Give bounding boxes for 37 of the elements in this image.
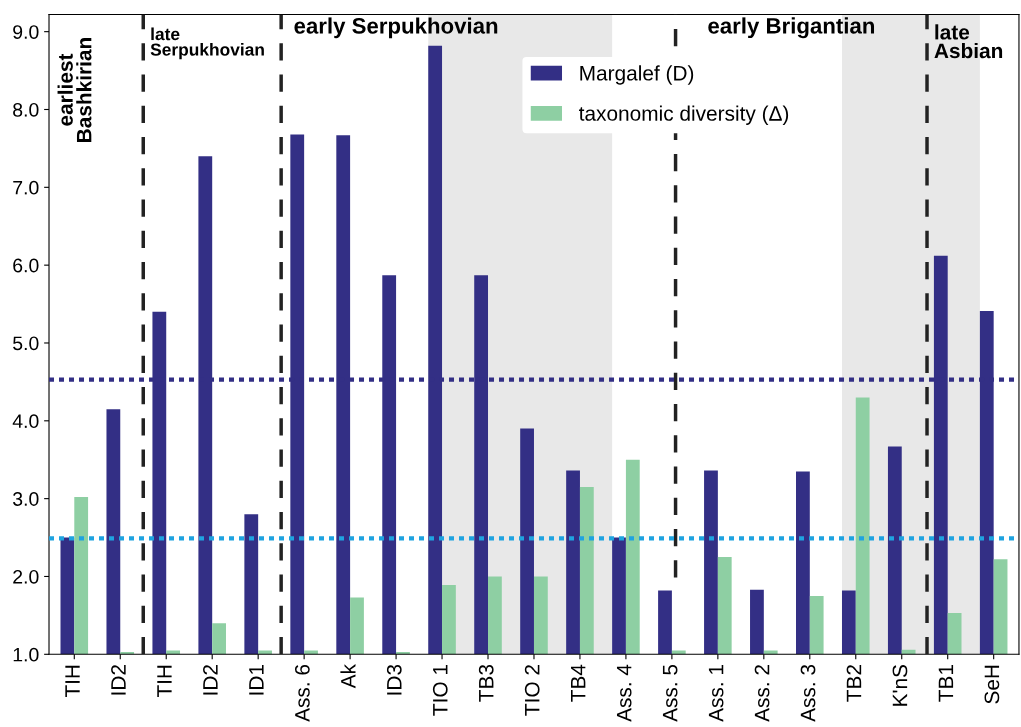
x-tick-label: TIH — [157, 665, 172, 698]
x-tick-label: ID1 — [249, 665, 264, 695]
annotation: early Serpukhovian — [294, 17, 498, 39]
x-tick-label: Ass. 6 — [294, 664, 310, 722]
x-tick-label: ID2 — [203, 665, 218, 695]
x-tick-label: ID3 — [386, 664, 402, 695]
legend-label: taxonomic diversity (Δ) — [578, 105, 789, 125]
x-tick-label: Ak — [340, 663, 356, 689]
x-tick-label: TB3 — [478, 664, 494, 702]
x-tick-label: Ass. 1 — [708, 665, 724, 722]
y-tick-label: 5.0 — [13, 336, 39, 351]
annotation: earliest Bashkirian — [57, 38, 92, 142]
legend-label: Margalef (D) — [580, 65, 694, 85]
x-tick-label: Ass. 4 — [616, 664, 632, 722]
x-tick-label: SeH — [984, 665, 1000, 704]
annotation: early Brigantian — [708, 17, 875, 39]
x-tick-label: TB2 — [846, 665, 862, 702]
y-tick-label: 3.0 — [13, 492, 39, 506]
x-tick-label: TIO 1 — [432, 665, 448, 716]
annotation: late Asbian — [934, 24, 1003, 59]
y-tick-label: 2.0 — [13, 569, 39, 584]
x-tick-label: TB1 — [938, 665, 954, 702]
y-tick-label: 4.0 — [12, 414, 39, 429]
x-tick-label: TIH — [65, 665, 80, 698]
y-tick-label: 9.0 — [13, 25, 39, 39]
y-tick-label: 7.0 — [13, 180, 39, 195]
x-tick-label: Ass. 2 — [754, 665, 770, 722]
x-tick-label: Ass. 5 — [662, 664, 678, 722]
y-tick-label: 1.0 — [13, 647, 39, 662]
x-tick-label: TIO 2 — [524, 665, 540, 716]
x-tick-label: Ass. 3 — [800, 664, 816, 722]
y-tick-label: 8.0 — [13, 102, 39, 117]
x-tick-label: ID2 — [111, 665, 126, 695]
x-tick-label: TB4 — [571, 664, 586, 702]
annotation: late Serpukhovian — [150, 27, 264, 60]
y-tick-label: 6.0 — [13, 258, 39, 273]
x-tick-label: K'nS — [892, 664, 908, 706]
